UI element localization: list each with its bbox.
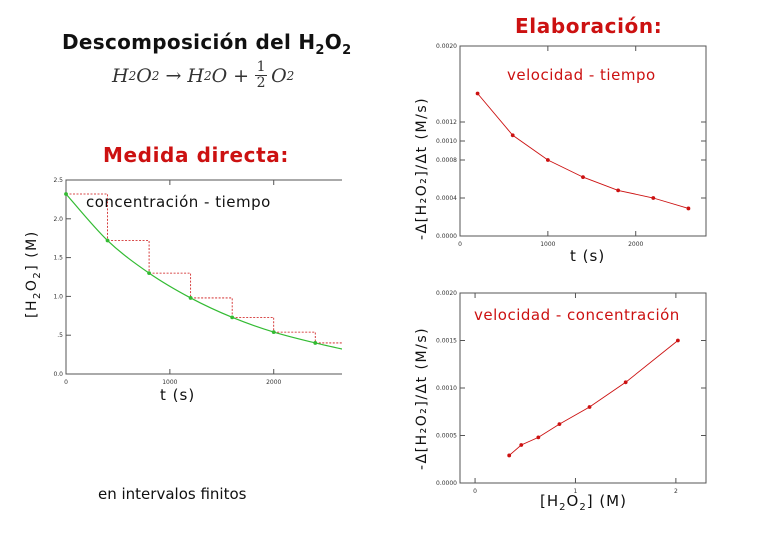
data-point	[536, 435, 541, 440]
y-tick-label: 2.5	[53, 177, 63, 184]
y-tick-label: 1.0	[53, 293, 63, 300]
y-tick-label: 1.5	[53, 255, 63, 262]
plot-frame	[65, 179, 342, 375]
y-tick-label: 0.0008	[436, 157, 457, 164]
x-tick-label: 2000	[266, 379, 281, 385]
page-title: Descomposición del H2O2	[62, 30, 352, 58]
data-point	[675, 338, 680, 343]
data-point	[147, 271, 151, 276]
x-tick-label: 0	[473, 488, 477, 495]
bottom-right-series-label: velocidad - concentración	[474, 306, 680, 324]
series-line	[65, 193, 342, 350]
data-point	[475, 91, 480, 96]
series-line	[508, 340, 679, 456]
y-tick-label: 0.0005	[436, 433, 457, 440]
top-right-series-label: velocidad - tiempo	[507, 66, 656, 84]
reaction-arrow-icon: →	[165, 64, 182, 87]
rate-concentration-chart: 0 1 2 0.0000 0.0005 0.0010 0.0015 0.0020	[436, 290, 707, 495]
medida-directa-heading: Medida directa:	[103, 143, 289, 167]
data-point	[105, 238, 110, 243]
top-right-y-axis-label: -Δ[H₂O₂]/Δt (M/s)	[414, 96, 430, 240]
y-tick-label: 0.0000	[436, 480, 457, 487]
finite-interval-step	[107, 240, 150, 274]
top-right-x-axis-label: t (s)	[570, 247, 606, 265]
data-point	[686, 206, 691, 211]
y-tick-label: 0.0010	[436, 385, 457, 392]
finite-interval-step	[190, 297, 233, 318]
data-point	[616, 188, 621, 193]
rate-time-chart: 0 1000 2000 0.0000 0.0004 0.0008 0.0010 0.0012 0…	[436, 43, 707, 248]
data-point	[510, 133, 515, 138]
y-tick-label: 0.0004	[436, 195, 457, 202]
y-tick-label: 0.0012	[436, 119, 457, 126]
y-tick-label: 0.0	[53, 371, 63, 378]
x-tick-label: 2	[674, 488, 678, 495]
data-point	[557, 422, 562, 426]
data-point	[623, 380, 628, 385]
data-point	[313, 341, 318, 345]
y-tick-label: 0.0010	[436, 138, 457, 145]
bottom-right-x-axis-label: [H2O2] (M)	[540, 492, 627, 513]
series-line	[477, 93, 689, 209]
y-tick-label: 0.0000	[436, 233, 457, 240]
left-y-axis-label: [H2O2] (M)	[24, 230, 43, 318]
data-point	[587, 405, 592, 409]
x-tick-label: 2000	[628, 241, 643, 248]
x-tick-label: 0	[64, 379, 68, 385]
data-point	[651, 196, 656, 200]
data-point	[519, 443, 524, 447]
data-point	[64, 192, 68, 196]
y-tick-label: 2.0	[53, 216, 63, 223]
caption-intervalos: en intervalos finitos	[98, 485, 247, 503]
data-point	[188, 296, 193, 300]
x-tick-label: 1000	[540, 241, 555, 248]
data-point	[271, 330, 276, 334]
y-tick-label: 0.0020	[436, 290, 457, 297]
data-point	[581, 175, 585, 180]
left-x-axis-label: t (s)	[160, 386, 196, 404]
y-tick-label: 0.0020	[436, 43, 457, 50]
x-tick-label: 1	[574, 488, 578, 495]
concentration-time-chart: 0 1000 2000 0.0 .5 1.0 1.5 2.0 2.5	[53, 177, 342, 385]
elaboracion-heading: Elaboración:	[515, 14, 663, 38]
data-point	[507, 453, 512, 458]
bottom-right-y-axis-label: -Δ[H₂O₂]/Δt (M/s)	[414, 326, 430, 470]
y-tick-label: 0.0015	[436, 338, 457, 345]
data-point	[230, 315, 235, 320]
x-tick-label: 1000	[162, 379, 177, 385]
left-series-label: concentración - tiempo	[86, 193, 271, 211]
data-point	[545, 158, 550, 162]
x-tick-label: 0	[458, 241, 462, 248]
y-tick-label: .5	[57, 332, 63, 339]
